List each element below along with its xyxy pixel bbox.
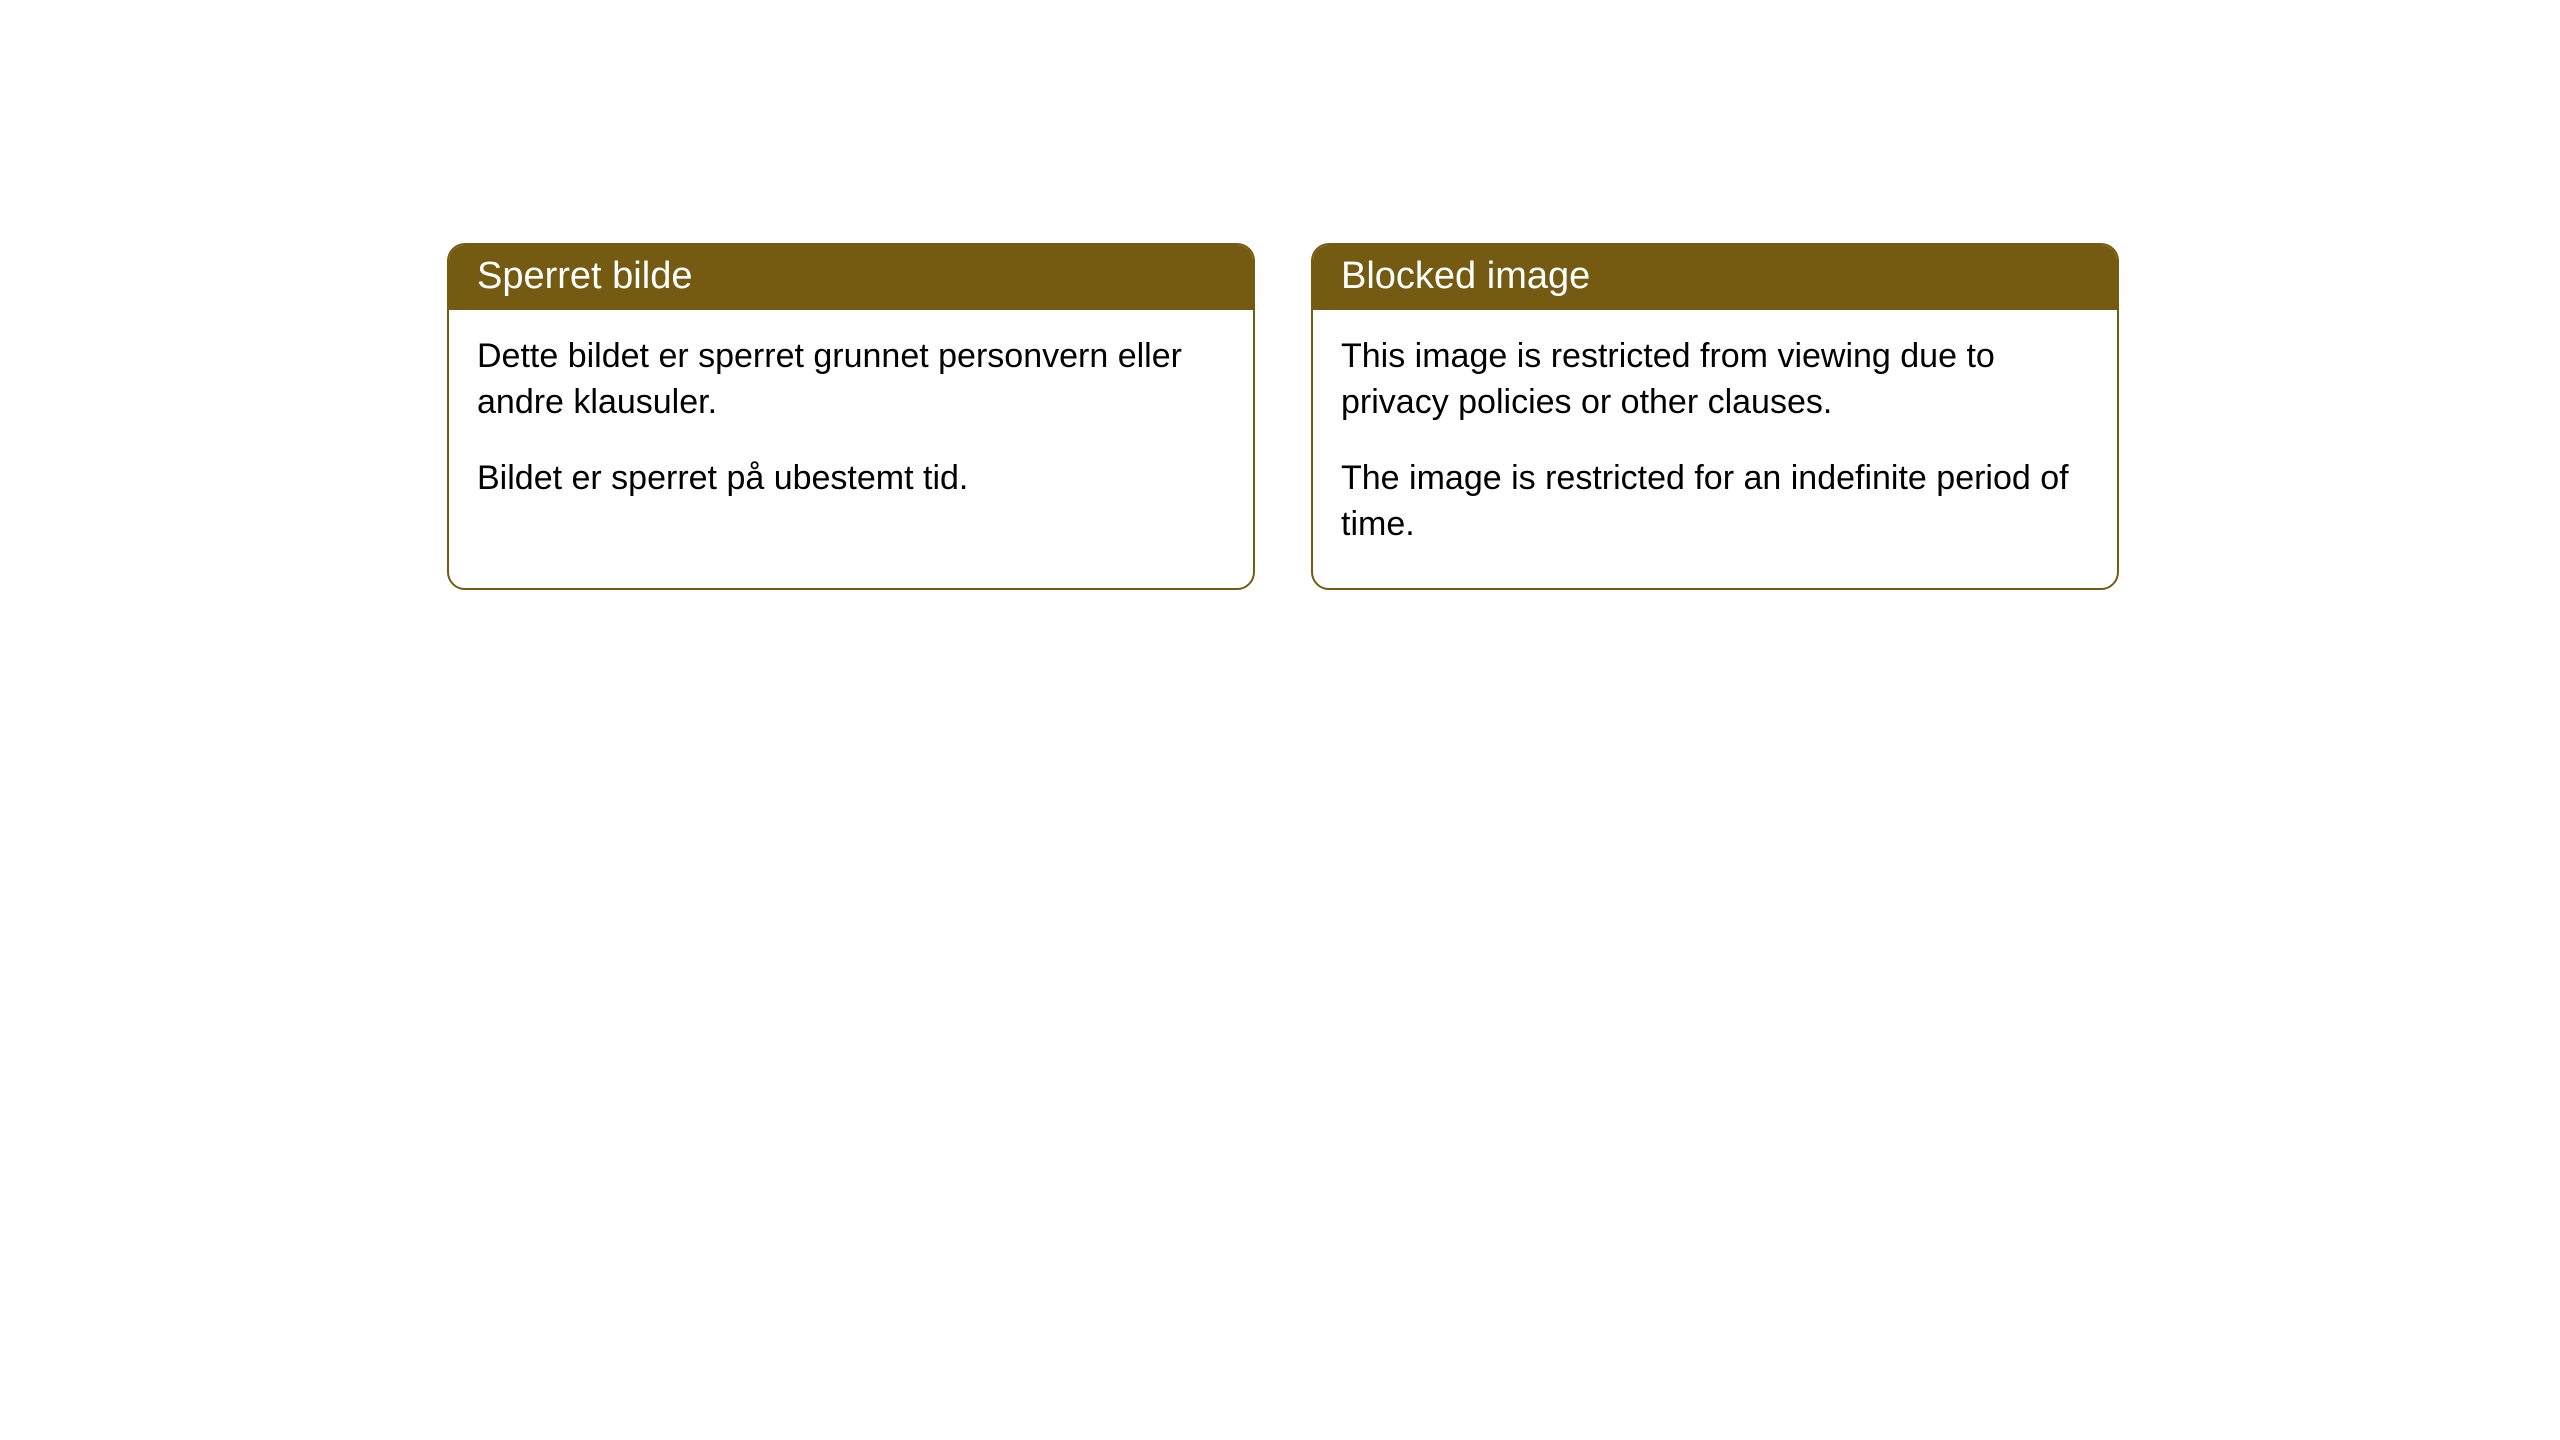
- card-title-english: Blocked image: [1341, 255, 1590, 297]
- card-norwegian: Sperret bilde Dette bildet er sperret gr…: [447, 243, 1255, 590]
- card-paragraph: This image is restricted from viewing du…: [1341, 334, 2089, 426]
- card-body-english: This image is restricted from viewing du…: [1313, 310, 2117, 588]
- card-title-norwegian: Sperret bilde: [477, 255, 692, 297]
- card-container: Sperret bilde Dette bildet er sperret gr…: [447, 243, 2119, 590]
- card-paragraph: The image is restricted for an indefinit…: [1341, 456, 2089, 548]
- card-english: Blocked image This image is restricted f…: [1311, 243, 2119, 590]
- card-body-norwegian: Dette bildet er sperret grunnet personve…: [449, 310, 1253, 542]
- card-header-norwegian: Sperret bilde: [449, 245, 1253, 310]
- card-paragraph: Bildet er sperret på ubestemt tid.: [477, 456, 1225, 502]
- card-paragraph: Dette bildet er sperret grunnet personve…: [477, 334, 1225, 426]
- card-header-english: Blocked image: [1313, 245, 2117, 310]
